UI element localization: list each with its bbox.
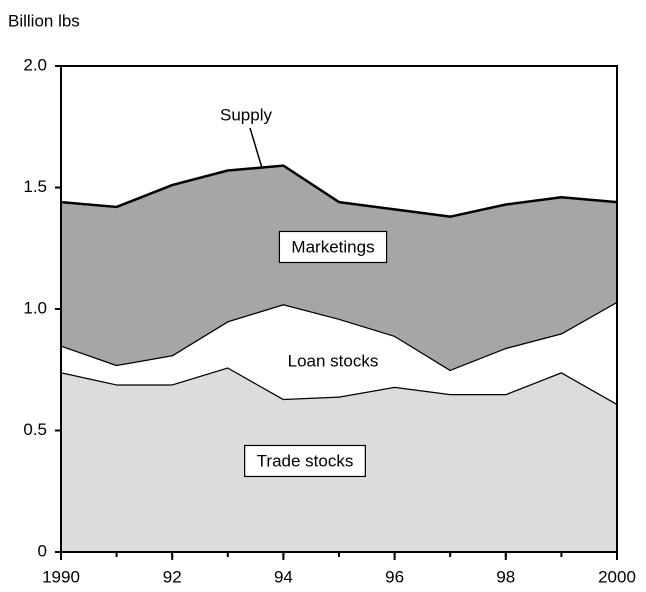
y-tick-label: 1.5: [23, 177, 47, 196]
y-axis-label: Billion lbs: [8, 11, 80, 30]
y-tick-label: 1.0: [23, 298, 47, 317]
x-tick-label: 1990: [42, 567, 80, 586]
area-edge: [60, 164, 618, 218]
x-tick-label: 98: [496, 567, 515, 586]
label-box: [244, 444, 366, 478]
x-tick-label: 94: [274, 567, 293, 586]
series-label: Trade stocks: [257, 451, 354, 470]
x-tick-label: 92: [163, 567, 182, 586]
area: [61, 301, 617, 404]
x-tick-label: 96: [385, 567, 404, 586]
series-label: Marketings: [291, 237, 374, 256]
annotation: Supply: [220, 105, 272, 124]
area: [61, 165, 617, 370]
y-tick-label: 2.0: [23, 55, 47, 74]
series-label: Loan stocks: [288, 351, 379, 370]
y-tick-label: 0: [38, 541, 47, 560]
annotation-leader: [249, 127, 263, 169]
x-tick-label: 2000: [598, 567, 636, 586]
label-box: [278, 230, 388, 264]
y-tick-label: 0.5: [23, 420, 47, 439]
